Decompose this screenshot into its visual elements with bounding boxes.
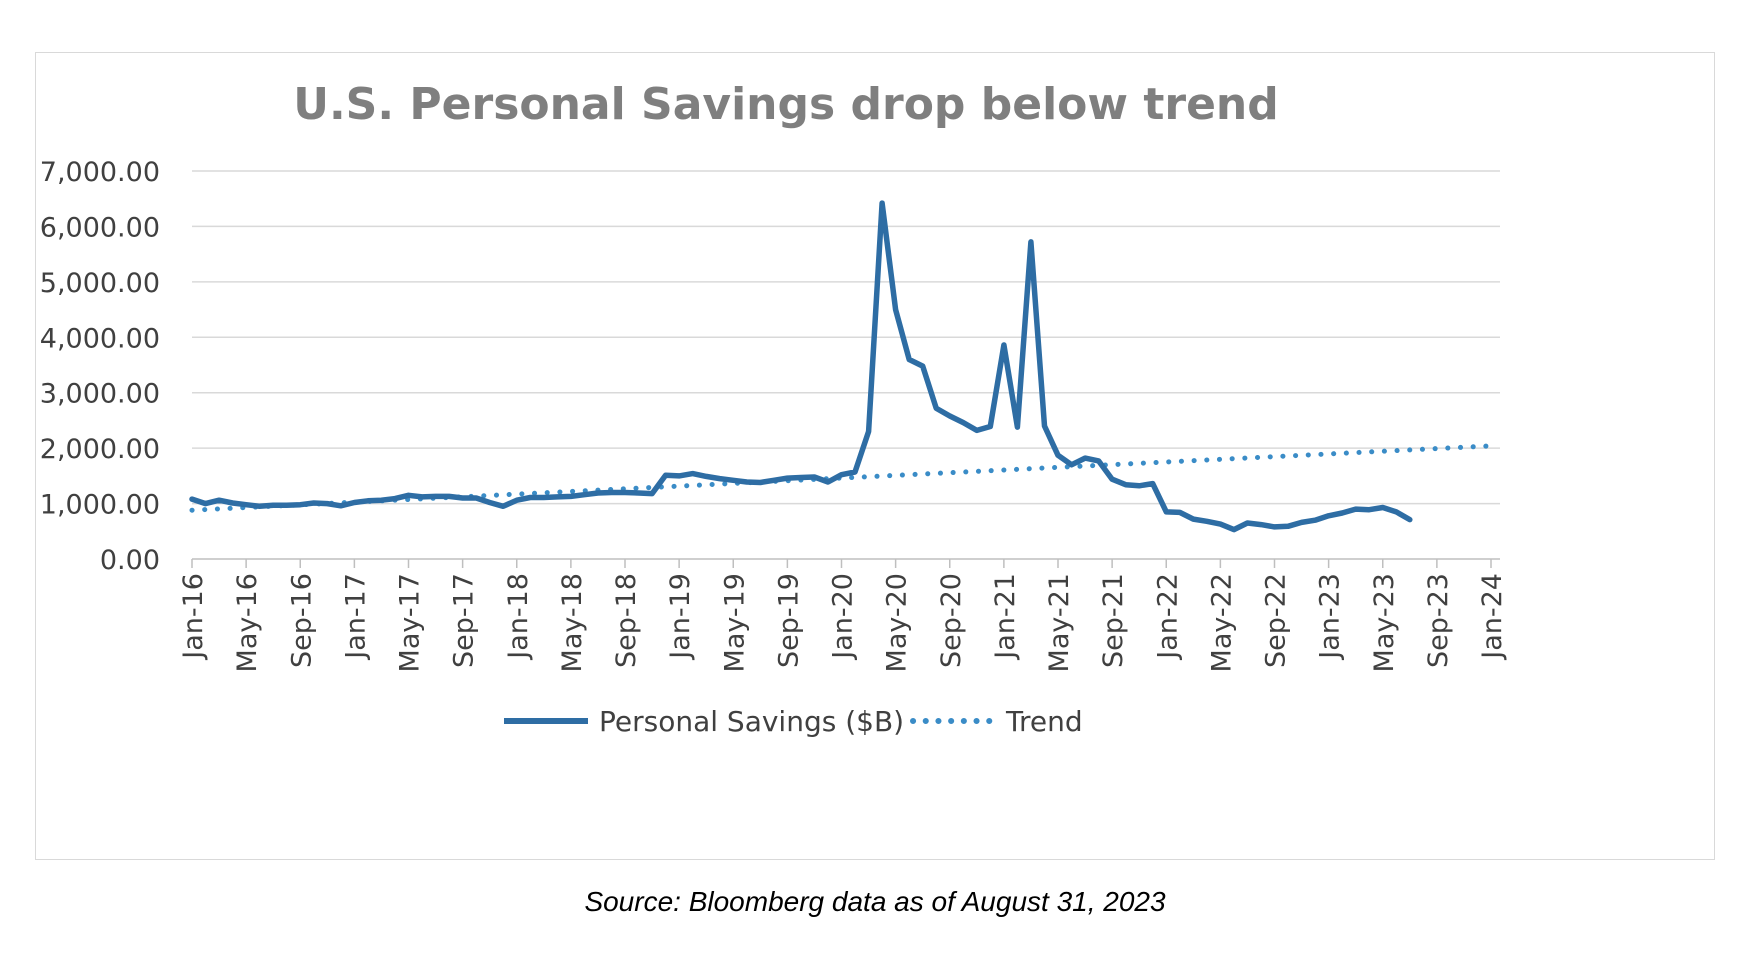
x-tick-label: Jan-19 <box>665 573 696 661</box>
series-layer <box>189 200 1494 533</box>
x-tick-label: May-21 <box>1044 573 1075 672</box>
x-tick-label: May-18 <box>557 573 588 672</box>
x-tick-label: Jan-23 <box>1315 573 1346 661</box>
x-tick-label: Jan-16 <box>178 573 209 661</box>
x-tick-label: May-17 <box>395 573 426 672</box>
x-tick-label: Jan-18 <box>503 573 534 661</box>
x-tick-label: Jan-20 <box>828 573 859 661</box>
y-tick-label: 5,000.00 <box>40 268 160 299</box>
x-tick-label: Jan-24 <box>1477 573 1508 661</box>
y-tick-label: 0.00 <box>100 545 160 576</box>
x-tick-label: May-22 <box>1206 573 1237 672</box>
series-line-personal-savings <box>189 200 1413 533</box>
x-tick-label: Jan-17 <box>340 573 371 661</box>
source-note: Source: Bloomberg data as of August 31, … <box>584 886 1166 917</box>
gridlines <box>192 170 1500 505</box>
x-tick-label: Sep-19 <box>773 573 804 668</box>
chart-frame: U.S. Personal Savings drop below trend 0… <box>35 52 1715 860</box>
series-line-trend <box>189 443 1494 513</box>
legend: Personal Savings ($B) Trend <box>504 705 1083 738</box>
y-tick-label: 1,000.00 <box>40 490 160 521</box>
legend-label-personal-savings: Personal Savings ($B) <box>599 705 904 738</box>
x-tick-label: Sep-23 <box>1423 573 1454 668</box>
x-tick-label: Jan-22 <box>1152 573 1183 661</box>
x-tick-label: Sep-22 <box>1261 573 1292 668</box>
x-tick-label: May-23 <box>1369 573 1400 672</box>
line-chart: U.S. Personal Savings drop below trend 0… <box>40 79 1508 738</box>
y-tick-label: 2,000.00 <box>40 434 160 465</box>
y-tick-label: 3,000.00 <box>40 379 160 410</box>
x-tick-label: Sep-21 <box>1098 573 1129 668</box>
x-tick-label: Sep-20 <box>936 573 967 668</box>
x-tick-label: Sep-17 <box>449 573 480 668</box>
y-tick-label: 4,000.00 <box>40 323 160 354</box>
x-tick-label: May-19 <box>719 573 750 672</box>
x-axis-ticks: Jan-16 May-16 Sep-16 Jan-17 May-17 Sep-17 Jan-… <box>178 559 1508 672</box>
x-tick-label: Jan-21 <box>990 573 1021 661</box>
x-tick-label: May-20 <box>882 573 913 672</box>
y-tick-label: 7,000.00 <box>40 157 160 188</box>
x-tick-label: Sep-16 <box>286 573 317 668</box>
y-tick-label: 6,000.00 <box>40 212 160 243</box>
chart-title: U.S. Personal Savings drop below trend <box>293 79 1279 130</box>
y-axis-ticks: 0.00 1,000.00 2,000.00 3,000.00 4,000.00 5,00… <box>40 157 160 576</box>
legend-label-trend: Trend <box>1005 705 1083 738</box>
x-tick-label: May-16 <box>232 573 263 672</box>
x-tick-label: Sep-18 <box>611 573 642 668</box>
